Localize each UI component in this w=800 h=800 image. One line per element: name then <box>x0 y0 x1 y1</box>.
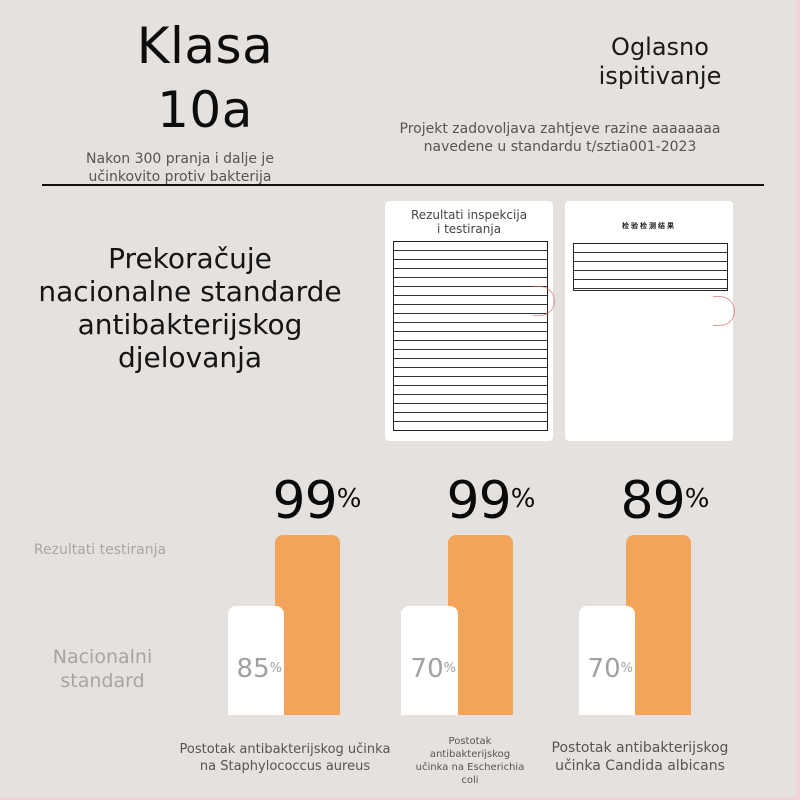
document-caption-line: Rezultati inspekcija <box>410 208 528 222</box>
value-number: 99 <box>272 471 338 531</box>
legend-line: Nacionalni <box>52 646 153 668</box>
standard-value-label: 85% <box>228 656 282 682</box>
testing-title-line: ispitivanje <box>598 62 722 90</box>
value-number: 70 <box>587 654 621 684</box>
percent-sign: % <box>443 661 456 676</box>
document-caption: Rezultati inspekcija i testiranja <box>385 208 553 236</box>
testing-subtitle-line: Projekt zadovoljava zahtjeve razine aaaa… <box>399 121 721 137</box>
headline-line: djelovanja <box>117 341 263 374</box>
caption-line: učinka na Escherichia <box>415 762 525 773</box>
stamp-icon <box>713 296 735 326</box>
class-title: Klasa 10a <box>80 14 330 142</box>
test-result-document: 检验检测结果 <box>565 201 735 441</box>
national-standard-bar <box>228 606 284 715</box>
report-table <box>393 241 548 431</box>
inspection-report-document: Rezultati inspekcija i testiranja <box>385 201 555 441</box>
caption-line: na Staphylococcus aureus <box>199 759 371 774</box>
standard-value-label: 70% <box>401 656 456 682</box>
percent-sign: % <box>269 661 282 676</box>
document-header: 检验检测结果 <box>622 222 676 230</box>
testing-title: Oglasno ispitivanje <box>560 33 760 91</box>
caption-line: coli <box>461 775 479 786</box>
percent-sign: % <box>620 661 633 676</box>
percent-sign: % <box>336 484 362 514</box>
caption-line: Postotak antibakterijskog učinka <box>179 742 391 757</box>
headline-line: nacionalne standarde <box>38 275 342 308</box>
test-result-bar <box>626 535 691 715</box>
bar-caption: Postotak antibakterijskog učinka na Stap… <box>170 741 400 775</box>
testing-subtitle-line: navedene u standardu t/sztia001-2023 <box>423 139 697 155</box>
legend-national-standard: Nacionalni standard <box>30 645 175 693</box>
bar-caption: Postotak antibakterijskog učinka na Esch… <box>405 735 535 787</box>
test-result-bar <box>448 535 513 715</box>
caption-line: antibakterijskog <box>429 749 511 760</box>
test-result-bar <box>275 535 340 715</box>
value-number: 85 <box>236 654 270 684</box>
report-table <box>573 243 728 291</box>
caption-line: Postotak <box>448 736 492 747</box>
testing-subtitle: Projekt zadovoljava zahtjeve razine aaaa… <box>370 120 750 156</box>
caption-line: Postotak antibakterijskog <box>551 740 729 756</box>
national-standard-bar <box>579 606 635 715</box>
class-subtitle: Nakon 300 pranja i dalje je učinkovito p… <box>60 150 300 186</box>
class-subtitle-line: učinkovito protiv bakterija <box>88 169 272 185</box>
percent-sign: % <box>684 484 710 514</box>
value-number: 89 <box>620 471 686 531</box>
legend-line: standard <box>60 670 145 692</box>
test-value-label: 99% <box>436 475 546 527</box>
national-standard-bar <box>401 606 458 715</box>
standard-value-label: 70% <box>579 656 633 682</box>
frame-edge <box>796 0 800 800</box>
value-number: 70 <box>410 654 444 684</box>
legend-test-results: Rezultati testiranja <box>33 542 167 558</box>
headline-line: antibakterijskog <box>77 308 303 341</box>
bar-caption: Postotak antibakterijskog učinka Candida… <box>540 739 740 775</box>
frame-edge <box>0 797 800 800</box>
class-title-line: Klasa <box>136 17 274 75</box>
class-title-line: 10a <box>157 81 253 139</box>
headline-line: Prekoračuje <box>108 242 272 275</box>
class-subtitle-line: Nakon 300 pranja i dalje je <box>86 151 274 167</box>
test-value-label: 89% <box>610 475 720 527</box>
testing-title-line: Oglasno <box>611 33 709 61</box>
stamp-icon <box>533 286 555 316</box>
document-caption-line: i testiranja <box>436 222 502 236</box>
value-number: 99 <box>446 471 512 531</box>
percent-sign: % <box>510 484 536 514</box>
header-divider <box>42 184 764 186</box>
caption-line: učinka Candida albicans <box>555 758 725 774</box>
headline: Prekoračuje nacionalne standarde antibak… <box>10 242 370 374</box>
test-value-label: 99% <box>262 475 372 527</box>
